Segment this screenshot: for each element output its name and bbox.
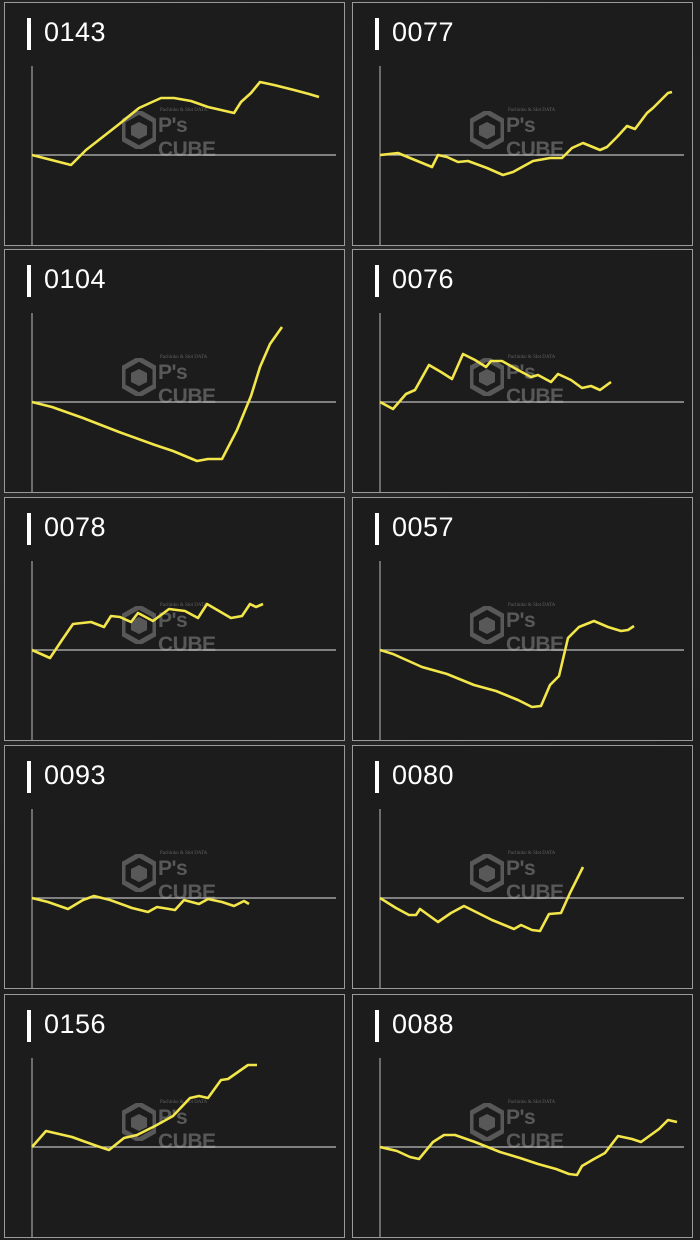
chart-title: 0104 bbox=[44, 264, 107, 294]
chart-title: 0057 bbox=[392, 512, 455, 542]
chart-card-0077[interactable]: 0077 Pachinko & Slot DATA P's CUBE bbox=[352, 2, 693, 246]
chart-title: 0143 bbox=[44, 17, 107, 47]
series-line bbox=[31, 1063, 257, 1152]
series-line bbox=[379, 619, 635, 709]
series-line bbox=[31, 602, 264, 660]
chart-card-0088[interactable]: 0088 Pachinko & Slot DATA P's CUBE bbox=[352, 994, 693, 1238]
title-marker bbox=[27, 761, 31, 793]
line-chart bbox=[379, 809, 684, 988]
title-marker bbox=[27, 1010, 31, 1042]
title-marker bbox=[375, 18, 379, 50]
chart-title: 0078 bbox=[44, 512, 107, 542]
series-line bbox=[379, 352, 612, 411]
series-line bbox=[31, 326, 284, 463]
line-chart bbox=[31, 66, 336, 245]
chart-title: 0088 bbox=[392, 1009, 455, 1039]
series-line bbox=[379, 90, 673, 177]
line-chart bbox=[379, 561, 684, 740]
chart-card-0080[interactable]: 0080 Pachinko & Slot DATA P's CUBE bbox=[352, 745, 693, 989]
chart-card-0143[interactable]: 0143 Pachinko & Slot DATA P's CUBE bbox=[4, 2, 345, 246]
line-chart bbox=[379, 1058, 684, 1237]
line-chart bbox=[31, 313, 336, 492]
chart-card-0078[interactable]: 0078 Pachinko & Slot DATA P's CUBE bbox=[4, 497, 345, 741]
line-chart bbox=[31, 561, 336, 740]
chart-title: 0076 bbox=[392, 264, 455, 294]
chart-title: 0093 bbox=[44, 760, 107, 790]
line-chart bbox=[379, 313, 684, 492]
chart-card-0057[interactable]: 0057 Pachinko & Slot DATA P's CUBE bbox=[352, 497, 693, 741]
title-marker bbox=[375, 1010, 379, 1042]
series-line bbox=[379, 866, 585, 933]
series-line bbox=[31, 80, 320, 167]
series-line bbox=[379, 1118, 678, 1177]
title-marker bbox=[27, 513, 31, 545]
chart-card-0156[interactable]: 0156 Pachinko & Slot DATA P's CUBE bbox=[4, 994, 345, 1238]
line-chart bbox=[31, 1058, 336, 1237]
title-marker bbox=[375, 761, 379, 793]
series-line bbox=[31, 894, 250, 914]
chart-title: 0080 bbox=[392, 760, 455, 790]
title-marker bbox=[27, 18, 31, 50]
title-marker bbox=[375, 265, 379, 297]
chart-card-0093[interactable]: 0093 Pachinko & Slot DATA P's CUBE bbox=[4, 745, 345, 989]
line-chart bbox=[31, 809, 336, 988]
line-chart bbox=[379, 66, 684, 245]
chart-title: 0077 bbox=[392, 17, 455, 47]
title-marker bbox=[375, 513, 379, 545]
chart-card-0104[interactable]: 0104 Pachinko & Slot DATA P's CUBE bbox=[4, 249, 345, 493]
title-marker bbox=[27, 265, 31, 297]
chart-title: 0156 bbox=[44, 1009, 107, 1039]
chart-card-0076[interactable]: 0076 Pachinko & Slot DATA P's CUBE bbox=[352, 249, 693, 493]
